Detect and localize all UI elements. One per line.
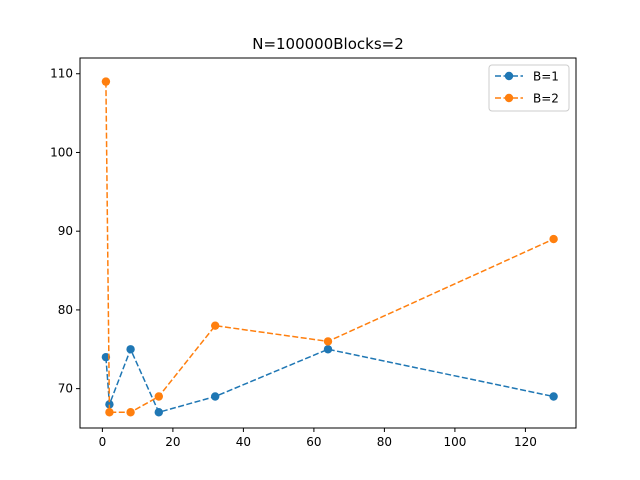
data-point-series-2 xyxy=(101,77,111,86)
data-point-series-2 xyxy=(323,337,333,346)
data-point-series-2 xyxy=(210,321,220,330)
data-point-series-1 xyxy=(105,400,114,409)
y-tick-label: 80 xyxy=(58,303,73,317)
legend: B=1 B=2 xyxy=(488,64,570,112)
data-point-series-1 xyxy=(210,392,220,401)
x-tick-label: 40 xyxy=(236,435,251,449)
legend-label-1: B=1 xyxy=(533,70,559,84)
x-tick-label: 120 xyxy=(514,435,537,449)
x-axis: 0 20 40 60 80 100 120 xyxy=(99,428,537,449)
y-axis: 70 80 90 100 110 xyxy=(50,67,80,396)
data-point-series-1 xyxy=(126,345,135,354)
x-tick-label: 20 xyxy=(165,435,180,449)
plot-area xyxy=(101,77,558,417)
y-tick-label: 90 xyxy=(58,224,73,238)
data-point-series-2 xyxy=(154,392,163,401)
plot-frame xyxy=(79,57,577,429)
y-tick-label: 100 xyxy=(50,145,73,159)
x-tick-label: 0 xyxy=(99,435,107,449)
data-point-series-2 xyxy=(126,408,135,417)
x-tick-label: 100 xyxy=(443,435,466,449)
data-point-series-1 xyxy=(549,392,558,401)
data-point-series-1 xyxy=(323,345,333,354)
data-point-series-1 xyxy=(101,352,111,362)
data-point-series-2 xyxy=(105,408,114,417)
x-tick-label: 60 xyxy=(306,435,321,449)
legend-label-2: B=2 xyxy=(533,92,559,106)
data-point-series-1 xyxy=(154,408,163,417)
chart-title: N=100000Blocks=2 xyxy=(252,35,404,53)
legend-marker-2 xyxy=(504,93,514,103)
x-tick-label: 80 xyxy=(377,435,392,449)
y-tick-label: 70 xyxy=(58,382,73,396)
y-tick-label: 110 xyxy=(50,67,73,81)
data-point-series-2 xyxy=(549,234,558,244)
legend-marker-1 xyxy=(504,71,514,81)
